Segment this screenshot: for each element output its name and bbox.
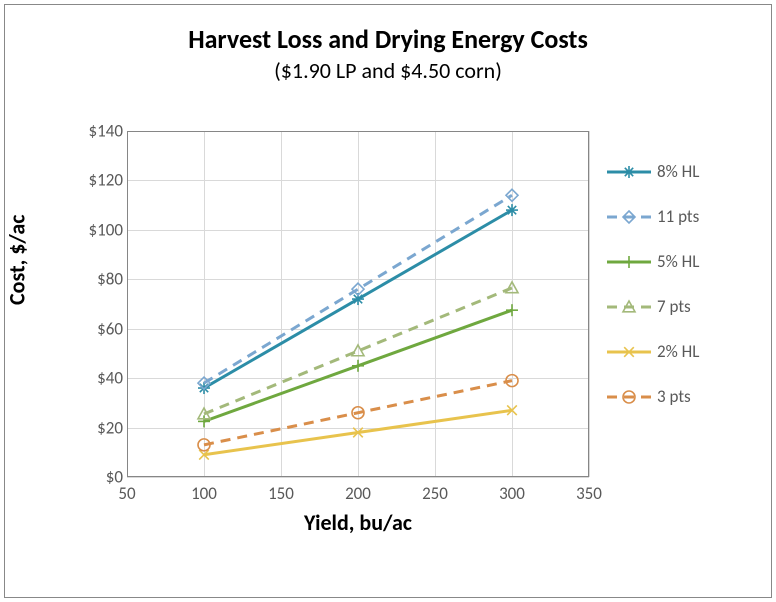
chart-frame: Harvest Loss and Drying Energy Costs ($1… (4, 4, 772, 598)
series-line (204, 195, 512, 383)
y-tick-label: $80 (69, 269, 123, 290)
legend-swatch (607, 298, 651, 316)
x-tick-label: 300 (487, 483, 537, 504)
gridline-h (127, 477, 589, 478)
legend-swatch (607, 208, 651, 226)
legend-swatch (607, 388, 651, 406)
y-tick-label: $120 (69, 170, 123, 191)
x-tick-label: 150 (256, 483, 306, 504)
x-tick-label: 200 (333, 483, 383, 504)
legend-label: 3 pts (657, 386, 691, 407)
x-tick-label: 350 (564, 483, 614, 504)
series-line (204, 381, 512, 445)
legend-label: 7 pts (657, 296, 691, 317)
plot-area (127, 131, 589, 477)
x-tick-label: 100 (179, 483, 229, 504)
legend-item: 11 pts (607, 206, 767, 227)
legend-item: 2% HL (607, 341, 767, 362)
gridline-v (589, 131, 590, 477)
legend: 8% HL 11 pts 5% HL 7 pts 2% HL 3 pts (607, 161, 767, 431)
legend-swatch (607, 163, 651, 181)
chart-subtitle: ($1.90 LP and $4.50 corn) (5, 57, 771, 84)
legend-item: 3 pts (607, 386, 767, 407)
x-tick-label: 50 (102, 483, 152, 504)
legend-label: 2% HL (657, 341, 699, 362)
y-axis-label: Cost, $/ac (4, 215, 31, 305)
chart-series-svg (127, 131, 589, 477)
y-tick-label: $40 (69, 368, 123, 389)
chart-title-block: Harvest Loss and Drying Energy Costs ($1… (5, 23, 771, 84)
x-axis-label: Yield, bu/ac (127, 509, 589, 536)
legend-item: 5% HL (607, 251, 767, 272)
chart-title: Harvest Loss and Drying Energy Costs (5, 23, 771, 55)
legend-swatch (607, 343, 651, 361)
series-line (204, 288, 512, 414)
y-tick-label: $60 (69, 318, 123, 339)
legend-label: 5% HL (657, 251, 699, 272)
legend-item: 7 pts (607, 296, 767, 317)
y-tick-label: $20 (69, 417, 123, 438)
y-tick-label: $140 (69, 121, 123, 142)
x-tick-label: 250 (410, 483, 460, 504)
y-tick-label: $100 (69, 219, 123, 240)
legend-item: 8% HL (607, 161, 767, 182)
legend-swatch (607, 253, 651, 271)
legend-label: 8% HL (657, 161, 699, 182)
legend-label: 11 pts (657, 206, 699, 227)
